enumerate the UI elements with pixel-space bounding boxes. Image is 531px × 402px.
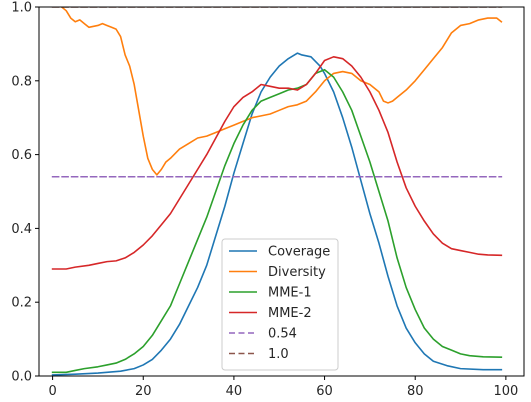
y-tick-label: 0.4 bbox=[11, 222, 32, 237]
legend-label-mme-1: MME-1 bbox=[268, 286, 312, 301]
legend: Coverage Diversity MME-1 MME-2 0.54 1.0 bbox=[221, 238, 339, 371]
series-line-mme-2 bbox=[51, 56, 503, 270]
series-layer bbox=[51, 7, 503, 376]
legend-label-mme-2: MME-2 bbox=[268, 306, 312, 321]
y-tick-label: 0.0 bbox=[11, 370, 32, 385]
plot-frame bbox=[38, 6, 525, 377]
x-tick-label: 0 bbox=[48, 384, 56, 399]
x-tick-label: 60 bbox=[316, 384, 333, 399]
y-tick-label: 0.2 bbox=[11, 296, 32, 311]
legend-label-coverage: Coverage bbox=[268, 245, 330, 260]
series-line-diversity bbox=[60, 7, 503, 176]
x-tick-label: 40 bbox=[226, 384, 243, 399]
legend-label-0-54: 0.54 bbox=[268, 327, 297, 342]
y-tick-label: 0.6 bbox=[11, 148, 32, 163]
y-tick-label: 0.8 bbox=[11, 74, 32, 89]
series-line-mme-1 bbox=[51, 68, 503, 374]
legend-label-1-0: 1.0 bbox=[268, 347, 289, 362]
legend-label-diversity: Diversity bbox=[268, 265, 326, 280]
x-tick-label: 20 bbox=[135, 384, 152, 399]
x-tick-label: 80 bbox=[407, 384, 424, 399]
axis-layer: 0 20 40 60 80 100 0.0 0.2 0.4 0.6 0.8 1.0 bbox=[11, 1, 518, 400]
y-tick-label: 1.0 bbox=[11, 1, 32, 16]
x-tick-label: 100 bbox=[493, 384, 518, 399]
series-line-coverage bbox=[51, 52, 503, 376]
